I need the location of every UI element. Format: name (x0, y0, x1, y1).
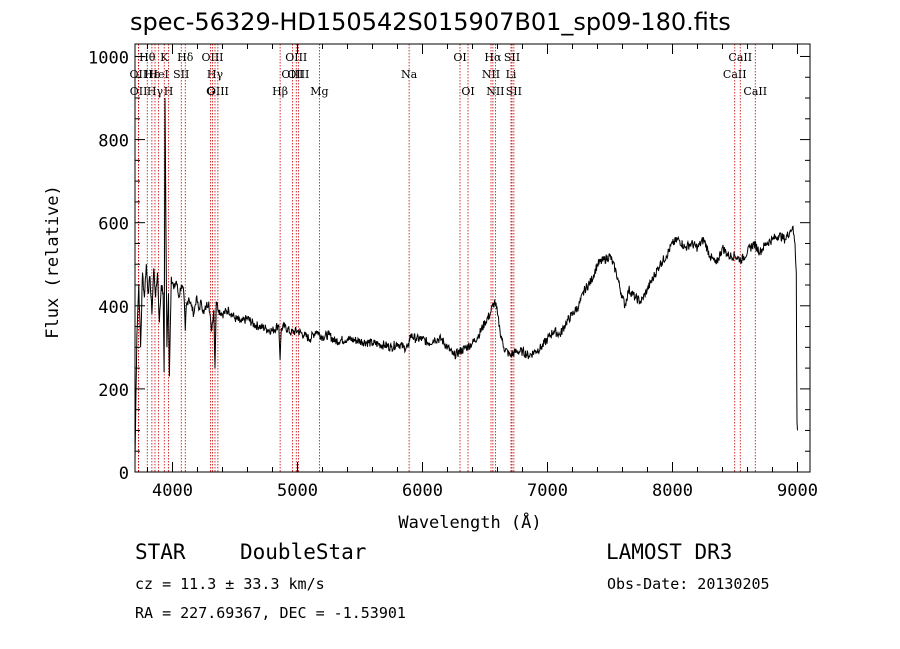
line-label-7: H (164, 85, 174, 98)
x-tick-label-5: 9000 (777, 481, 818, 501)
line-label-6: K (160, 51, 169, 64)
y-tick-label-1: 200 (98, 381, 129, 401)
axis-ticks: 4000 5000 6000 7000 8000 9000 0 200 400 600 800 100… (88, 44, 818, 501)
x-axis-label: Wavelength (Å) (398, 511, 541, 533)
redshift-cz: cz = 11.3 ± 33.3 km/s (135, 575, 325, 593)
spectrum-line (134, 97, 798, 460)
y-tick-label-0: 0 (119, 464, 129, 484)
line-label-21: OI (461, 85, 474, 98)
chart-title: spec-56329-HD150542S015907B01_sp09-180.f… (130, 8, 731, 36)
y-tick-label-5: 1000 (88, 48, 129, 68)
line-label-18: Mg (310, 85, 328, 98)
line-label-8: SII (173, 68, 189, 81)
x-tick-label-0: 4000 (152, 481, 193, 501)
line-label-12: G (206, 85, 215, 98)
x-tick-label-2: 6000 (402, 481, 443, 501)
line-label-0: Hθ (139, 51, 156, 64)
line-label-11: Hγ (207, 68, 224, 81)
line-label-3: Hε (144, 68, 160, 81)
line-label-17: OIII (281, 68, 303, 81)
line-label-2: OII (130, 85, 148, 98)
line-label-27: SII (506, 85, 522, 98)
line-label-25: SII (504, 51, 520, 64)
line-label-29: CaII (723, 68, 747, 81)
line-label-23: NII (482, 68, 500, 81)
y-axis-label: Flux (relative) (43, 185, 63, 339)
object-class: STAR (135, 540, 186, 564)
line-label-28: CaII (728, 51, 752, 64)
object-subclass: DoubleStar (240, 540, 367, 564)
plot-frame (134, 43, 811, 473)
line-label-1: OII (130, 68, 148, 81)
line-label-4: HeI (148, 68, 168, 81)
line-label-5: Hγ (147, 85, 164, 98)
line-label-22: Hα (484, 51, 502, 64)
line-label-13: OIII (207, 85, 229, 98)
y-tick-label-3: 600 (98, 215, 129, 235)
obs-date: Obs-Date: 20130205 (607, 575, 770, 593)
line-label-24: NII (486, 85, 504, 98)
line-label-15: OIII (285, 51, 307, 64)
y-tick-label-4: 800 (98, 132, 129, 152)
line-label-10: OIII (201, 51, 223, 64)
line-label-19: Na (401, 68, 418, 81)
ra-dec: RA = 227.69367, DEC = -1.53901 (135, 604, 406, 622)
line-label-26: Li (506, 68, 517, 81)
survey-name: LAMOST DR3 (606, 540, 733, 564)
x-tick-label-1: 5000 (277, 481, 318, 501)
line-label-20: OI (453, 51, 466, 64)
x-tick-label-3: 7000 (527, 481, 568, 501)
y-tick-label-2: 400 (98, 298, 129, 318)
x-tick-label-4: 8000 (652, 481, 693, 501)
line-label-16: OIII (287, 68, 309, 81)
line-label-30: CaII (743, 85, 767, 98)
line-label-9: Hδ (177, 51, 194, 64)
line-label-14: Hβ (272, 85, 288, 98)
